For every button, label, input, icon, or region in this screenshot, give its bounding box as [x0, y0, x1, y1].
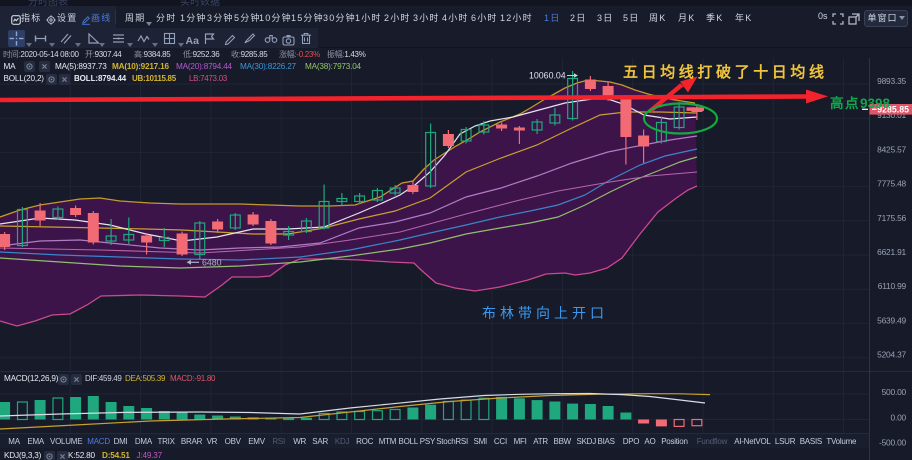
svg-text:0.00: 0.00 [890, 413, 906, 423]
svg-text:-500.00: -500.00 [879, 438, 907, 448]
svg-text:500.00: 500.00 [882, 387, 907, 397]
svg-text:5204.37: 5204.37 [877, 350, 906, 360]
svg-text:8425.57: 8425.57 [877, 144, 906, 154]
svg-text:6480: 6480 [202, 258, 222, 268]
svg-text:9893.35: 9893.35 [877, 76, 906, 86]
svg-text:10060.04: 10060.04 [529, 71, 566, 81]
svg-text:7175.56: 7175.56 [877, 213, 906, 223]
svg-text:5639.49: 5639.49 [877, 315, 906, 325]
svg-text:9285.85: 9285.85 [877, 104, 909, 114]
svg-text:6621.91: 6621.91 [877, 247, 906, 257]
svg-text:6110.99: 6110.99 [878, 281, 907, 291]
svg-text:9130.01: 9130.01 [877, 110, 906, 120]
svg-text:7775.48: 7775.48 [877, 179, 906, 189]
